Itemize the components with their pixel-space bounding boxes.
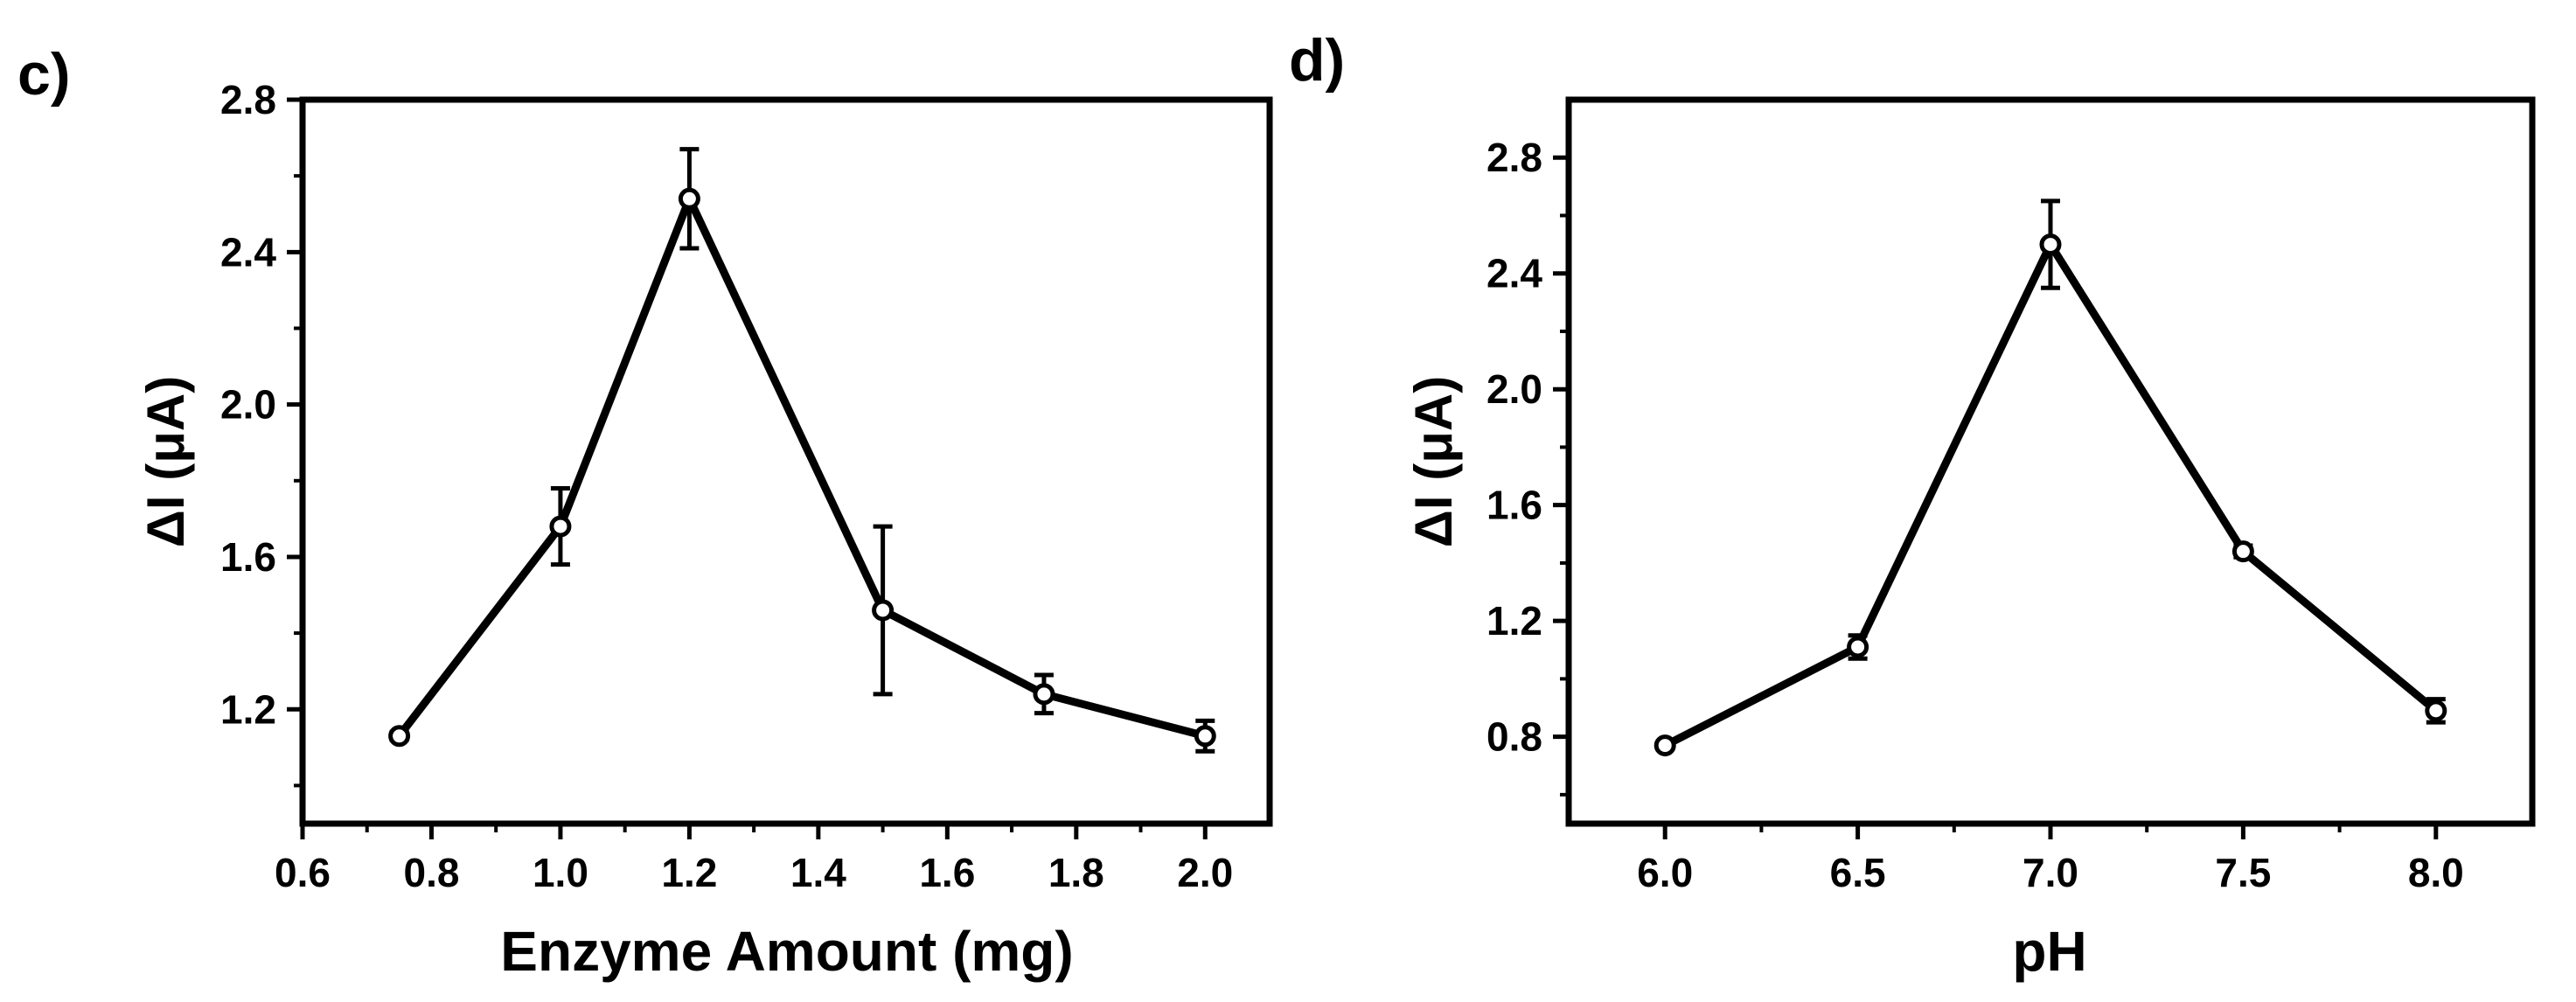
y-tick-label-d: 0.8 (1486, 714, 1542, 760)
data-point-d (1847, 636, 1869, 658)
data-point-c (1194, 725, 1216, 748)
x-tick-label-c: 1.6 (919, 850, 975, 895)
x-tick-label-d: 7.0 (2023, 850, 2078, 895)
x-axis-title-d: pH (2012, 920, 2086, 983)
y-tick-label-c: 2.0 (220, 382, 276, 428)
data-point-d (2039, 233, 2062, 256)
panel-label-d: d) (1289, 27, 1345, 94)
data-point-c (1033, 683, 1055, 706)
y-tick-label-d: 2.8 (1486, 135, 1542, 180)
data-point-d (1654, 734, 1676, 757)
x-tick-label-c: 1.8 (1048, 850, 1104, 895)
chart-panel-d: d) pH ΔI (μA) 6.0 6.5 7.0 7.5 8.0 0.8 1.2 1.6 2.… (1289, 27, 2536, 983)
y-axis-title-c: ΔI (μA) (136, 376, 195, 547)
y-tick-label-d: 1.2 (1486, 598, 1542, 644)
data-point-d (2425, 699, 2447, 722)
x-tick-label-d: 6.0 (1637, 850, 1693, 895)
x-tick-label-c: 1.4 (790, 850, 846, 895)
data-point-d (2231, 540, 2254, 563)
y-axis-title-d: ΔI (μA) (1404, 376, 1463, 547)
x-axis-title-c: Enzyme Amount (mg) (500, 920, 1073, 983)
y-tick-label-c: 1.2 (220, 686, 276, 732)
x-tick-label-d: 7.5 (2215, 850, 2271, 895)
x-tick-label-c: 0.8 (403, 850, 459, 895)
y-tick-label-c: 1.6 (220, 534, 276, 580)
x-tick-label-c: 2.0 (1177, 850, 1233, 895)
y-tick-label-c: 2.8 (220, 77, 276, 122)
y-tick-label-d: 1.6 (1486, 483, 1542, 528)
x-tick-label-c: 1.0 (533, 850, 588, 895)
y-tick-label-d: 2.4 (1486, 251, 1542, 296)
series-line-d (1663, 240, 2439, 749)
y-tick-label-c: 2.4 (220, 229, 276, 275)
chart-panel-c: c) Enzyme Amount (mg) ΔI (μA) 0.6 0.8 1.0 1… (17, 41, 1273, 983)
x-tick-label-c: 1.2 (661, 850, 717, 895)
data-point-c (872, 599, 895, 622)
plot-frame-c (299, 96, 1273, 827)
data-point-c (388, 725, 411, 748)
x-tick-label-d: 8.0 (2408, 850, 2464, 895)
data-point-c (549, 515, 572, 538)
series-line-c (396, 194, 1207, 741)
x-tick-label-d: 6.5 (1830, 850, 1886, 895)
x-tick-label-c: 0.6 (275, 850, 331, 895)
panel-label-c: c) (17, 41, 70, 108)
y-tick-label-d: 2.0 (1486, 366, 1542, 412)
data-point-c (678, 187, 700, 210)
